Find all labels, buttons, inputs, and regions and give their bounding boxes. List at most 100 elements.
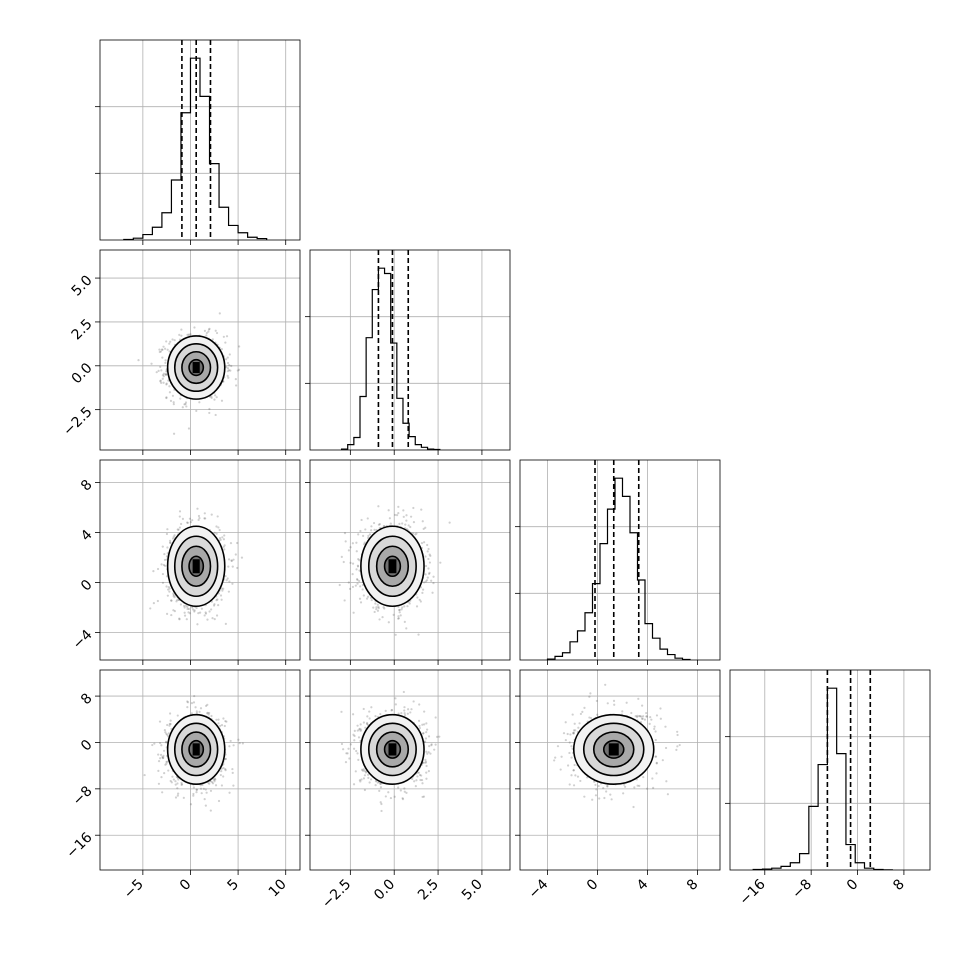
scatter-point xyxy=(186,700,189,703)
scatter-point xyxy=(227,590,230,593)
scatter-point xyxy=(180,783,183,786)
scatter-point xyxy=(362,594,365,597)
scatter-point xyxy=(172,592,175,595)
scatter-point xyxy=(343,532,347,535)
scatter-point xyxy=(225,720,228,723)
scatter-point xyxy=(363,541,366,544)
scatter-point xyxy=(192,701,196,704)
scatter-point xyxy=(157,753,160,756)
scatter-point xyxy=(400,608,403,611)
scatter-point xyxy=(366,715,369,718)
scatter-point xyxy=(169,722,172,726)
scatter-point xyxy=(193,609,196,612)
scatter-point xyxy=(161,572,165,576)
scatter-point xyxy=(229,739,232,743)
scatter-point xyxy=(189,333,192,336)
scatter-point xyxy=(376,603,379,606)
scatter-point xyxy=(373,610,376,614)
scatter-point xyxy=(210,714,213,718)
grid xyxy=(520,460,720,660)
scatter-point xyxy=(222,545,225,548)
scatter-point xyxy=(221,536,224,539)
scatter-point xyxy=(222,766,225,770)
scatter-point xyxy=(423,723,426,726)
scatter-point xyxy=(168,342,171,345)
scatter-point xyxy=(218,312,221,315)
scatter-point xyxy=(424,737,428,740)
y-tick-label: −16 xyxy=(63,829,95,861)
scatter-point xyxy=(224,341,227,344)
scatter-point xyxy=(398,608,401,612)
scatter-point xyxy=(159,757,162,760)
scatter-point xyxy=(378,523,381,526)
scatter-point xyxy=(340,555,343,558)
scatter-point xyxy=(409,711,412,714)
scatter-point xyxy=(389,796,393,800)
scatter-point xyxy=(377,523,381,526)
scatter-point xyxy=(191,519,194,522)
scatter-point xyxy=(399,614,402,617)
scatter-point xyxy=(176,787,179,790)
density-peak xyxy=(192,362,200,374)
scatter-point xyxy=(358,569,361,572)
scatter-point xyxy=(224,768,227,771)
scatter-point xyxy=(182,604,186,608)
panel-frame xyxy=(99,249,301,451)
scatter-point xyxy=(377,605,380,608)
scatter-point xyxy=(206,711,209,714)
scatter-point xyxy=(176,714,179,717)
scatter-point xyxy=(223,534,226,537)
scatter-point xyxy=(168,712,172,715)
scatter-point xyxy=(160,369,163,372)
scatter-point xyxy=(165,396,168,399)
scatter-point xyxy=(214,784,218,787)
scatter-point xyxy=(405,514,408,517)
scatter-point xyxy=(181,517,185,520)
scatter-point xyxy=(143,773,146,777)
contour-line xyxy=(367,535,417,598)
scatter-point xyxy=(424,564,428,568)
scatter-point xyxy=(230,559,233,562)
scatter-point xyxy=(424,526,427,529)
y-tick-label: 2.5 xyxy=(69,316,96,343)
scatter-point xyxy=(224,622,227,625)
contour-line xyxy=(375,545,410,588)
scatter-point xyxy=(226,370,229,373)
scatter-point xyxy=(424,761,427,764)
panel-1-1 xyxy=(305,249,511,455)
scatter-point xyxy=(358,579,361,583)
scatter-point xyxy=(186,333,189,336)
scatter-point xyxy=(231,771,234,775)
scatter-point xyxy=(397,617,400,620)
histogram-step xyxy=(340,267,441,450)
scatter-point xyxy=(205,331,208,335)
scatter-point xyxy=(162,563,165,567)
scatter-point xyxy=(178,510,182,513)
scatter-point xyxy=(166,723,169,727)
contour-line xyxy=(181,545,212,588)
y-tick-label: −8 xyxy=(70,783,96,809)
scatter-point xyxy=(217,526,220,529)
scatter-point xyxy=(241,742,244,745)
x-tick-label: 10 xyxy=(266,876,290,900)
scatter-point xyxy=(423,541,426,544)
scatter-point xyxy=(421,520,424,523)
scatter-point xyxy=(366,517,369,520)
scatter-point xyxy=(228,364,231,367)
scatter-point xyxy=(173,534,176,537)
scatter-point xyxy=(427,572,431,575)
scatter-point xyxy=(204,804,207,807)
scatter-point xyxy=(193,326,196,329)
scatter-point xyxy=(186,607,189,611)
scatter-point xyxy=(159,753,163,756)
scatter-point xyxy=(157,369,160,373)
scatter-point xyxy=(162,375,165,378)
scatter-point xyxy=(370,525,373,528)
scatter-point xyxy=(174,796,178,799)
scatter-point xyxy=(376,609,380,612)
scatter-point xyxy=(171,775,174,778)
scatter-point xyxy=(374,780,378,783)
scatter-point xyxy=(388,517,391,520)
scatter-point xyxy=(188,517,191,520)
scatter-point xyxy=(159,380,162,383)
